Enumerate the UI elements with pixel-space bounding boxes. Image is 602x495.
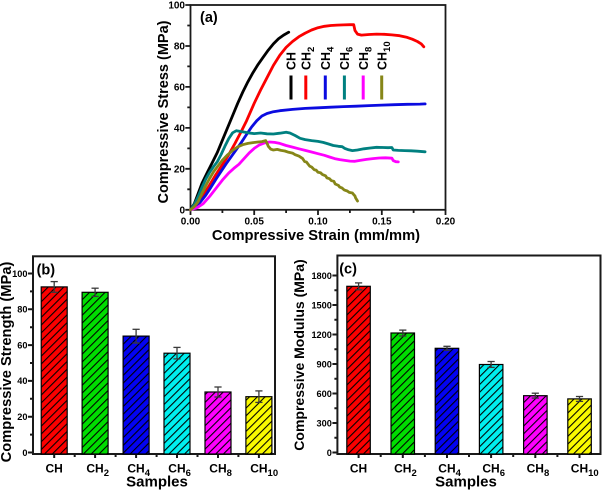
svg-text:0.10: 0.10 (308, 216, 328, 227)
svg-text:CH: CH (285, 52, 299, 70)
svg-text:900: 900 (317, 359, 332, 369)
svg-text:1200: 1200 (311, 330, 331, 340)
svg-text:CH8: CH8 (357, 47, 375, 70)
svg-text:Compressive Modulus (MPa): Compressive Modulus (MPa) (291, 259, 307, 450)
svg-text:40: 40 (174, 123, 186, 134)
svg-text:CH8: CH8 (209, 462, 232, 479)
svg-text:0.00: 0.00 (181, 216, 201, 227)
svg-text:1500: 1500 (311, 300, 331, 310)
svg-text:100: 100 (12, 269, 27, 279)
svg-text:20: 20 (174, 164, 186, 175)
svg-text:Compressive Strength (MPa): Compressive Strength (MPa) (0, 262, 15, 463)
svg-text:Compressive Stress (MPa): Compressive Stress (MPa) (156, 20, 172, 203)
svg-text:80: 80 (17, 305, 27, 315)
svg-text:CH2: CH2 (86, 462, 109, 479)
svg-text:300: 300 (317, 418, 332, 428)
svg-text:0.15: 0.15 (372, 216, 392, 227)
svg-text:(c): (c) (339, 262, 357, 278)
svg-text:CH8: CH8 (527, 462, 550, 479)
svg-text:80: 80 (174, 42, 186, 53)
svg-text:(b): (b) (37, 262, 56, 278)
svg-text:0.05: 0.05 (244, 216, 264, 227)
svg-text:1800: 1800 (311, 271, 331, 281)
svg-text:Samples: Samples (435, 473, 497, 490)
svg-text:CH2: CH2 (394, 462, 417, 479)
svg-text:60: 60 (174, 82, 186, 93)
svg-text:100: 100 (168, 1, 185, 12)
svg-text:CH6: CH6 (168, 462, 191, 479)
svg-text:CH: CH (350, 462, 367, 476)
svg-text:(a): (a) (200, 10, 218, 26)
svg-text:CH6: CH6 (482, 462, 505, 479)
svg-text:CH: CH (46, 462, 63, 476)
svg-text:Compressive Strain (mm/mm): Compressive Strain (mm/mm) (212, 228, 420, 244)
svg-text:CH6: CH6 (338, 47, 356, 70)
svg-text:Samples: Samples (126, 473, 188, 490)
svg-text:CH4: CH4 (319, 46, 337, 70)
svg-text:CH2: CH2 (299, 47, 317, 70)
svg-text:60: 60 (17, 340, 27, 350)
svg-text:0: 0 (179, 205, 185, 216)
svg-text:0: 0 (22, 448, 27, 458)
svg-text:20: 20 (17, 412, 27, 422)
svg-text:0.20: 0.20 (436, 216, 456, 227)
svg-text:0: 0 (327, 448, 332, 458)
svg-text:600: 600 (317, 389, 332, 399)
svg-text:40: 40 (17, 376, 27, 386)
